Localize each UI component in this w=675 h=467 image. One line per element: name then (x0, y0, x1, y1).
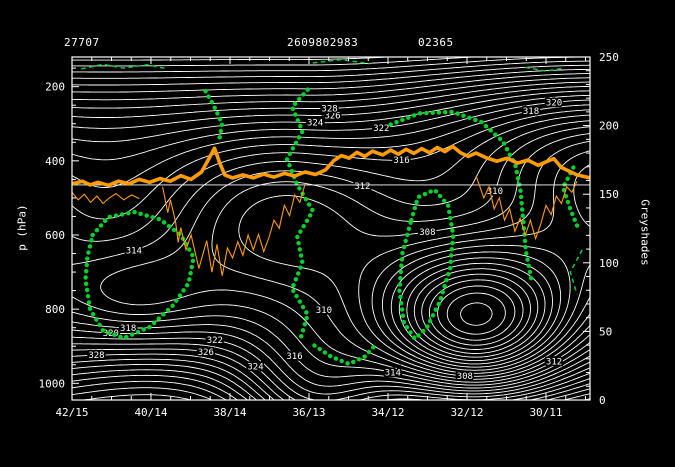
x-tick-label: 40/14 (134, 406, 167, 419)
x-tick-label: 30/11 (529, 406, 562, 419)
orange-main-trace (72, 144, 590, 188)
greyshade-tick-label: 200 (599, 120, 619, 133)
header-center-id: 2609802983 (287, 36, 359, 49)
contour-label: 328 (321, 104, 337, 114)
contour-label: 320 (546, 98, 562, 108)
greyshade-tick-label: 50 (599, 325, 612, 338)
contour-label: 322 (207, 336, 223, 346)
p-tick-label: 400 (45, 155, 65, 168)
contour-label: 314 (385, 368, 401, 378)
contour-label: 308 (419, 228, 435, 238)
contour-label: 326 (324, 111, 340, 121)
contour-label: 328 (88, 351, 104, 361)
x-tick-label: 32/12 (450, 406, 483, 419)
x-tick-label: 38/14 (213, 406, 246, 419)
header-right-id: 02365 (418, 36, 454, 49)
greyshade-tick-label: 0 (599, 394, 606, 407)
x-tick-label: 36/13 (292, 406, 325, 419)
p-tick-label: 200 (45, 81, 65, 94)
p-tick-label: 800 (45, 303, 65, 316)
white-contours (72, 57, 590, 400)
contour-label: 316 (286, 352, 302, 362)
contour-label: 324 (247, 362, 263, 372)
contour-label: 316 (393, 156, 409, 166)
contour-label: 308 (457, 372, 473, 382)
p-tick-label: 600 (45, 229, 65, 242)
greyshade-tick-label: 100 (599, 257, 619, 270)
contour-label: 318 (523, 107, 539, 117)
contour-label: 310 (316, 306, 332, 316)
contour-label: 312 (546, 357, 562, 367)
contour-label: 320 (103, 329, 119, 339)
orange-trace (72, 144, 590, 276)
p-tick-label: 1000 (39, 377, 66, 390)
header-left-id: 27707 (64, 36, 100, 49)
contour-label: 326 (198, 348, 214, 358)
x-tick-label: 42/15 (55, 406, 88, 419)
contour-label: 314 (126, 246, 142, 256)
contour-label: 312 (354, 182, 370, 192)
contour-label: 324 (307, 119, 323, 129)
x-tick-label: 34/12 (371, 406, 404, 419)
axes-frame: 42/15 40/14 38/14 36/13 34/12 32/12 30/11 200 40… (39, 51, 619, 419)
greyshade-tick-label: 150 (599, 188, 619, 201)
greyshade-tick-label: 250 (599, 51, 619, 64)
contour-label: 322 (373, 124, 389, 134)
contour-label: 318 (120, 324, 136, 334)
green-dashed-contours (81, 58, 583, 367)
contour-labels: 3083083103103123123143143163163183183203… (87, 97, 564, 384)
